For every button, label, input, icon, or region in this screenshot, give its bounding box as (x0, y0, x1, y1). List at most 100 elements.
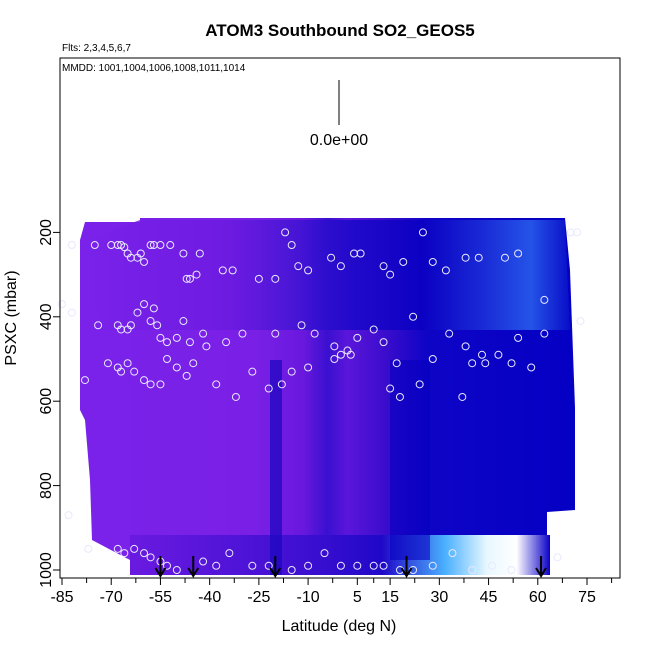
x-tick-label: 30 (430, 589, 448, 606)
sample-point (304, 561, 313, 570)
sample-point (146, 317, 155, 326)
sample-point (156, 380, 165, 389)
x-tick-label: 60 (529, 589, 547, 606)
sample-point (287, 367, 296, 376)
scale-label: 0.0e+00 (310, 132, 368, 149)
heatmap-upper-region (80, 220, 570, 330)
sample-point (113, 544, 122, 553)
x-tick-label: 15 (381, 589, 399, 606)
sample-point (140, 376, 149, 385)
sample-point (399, 257, 408, 266)
sample-point (573, 228, 582, 237)
profile-arrow-head (400, 567, 413, 578)
chart-title: ATOM3 Southbound SO2_GEOS5 (205, 21, 475, 40)
plot-frame (59, 57, 621, 579)
sample-point (277, 380, 286, 389)
x-tick-label: -10 (297, 589, 320, 606)
sample-point (336, 350, 345, 359)
sample-point (297, 321, 306, 330)
sample-point (428, 257, 437, 266)
sample-point (172, 566, 181, 574)
sample-point (182, 274, 191, 283)
x-axis: -85 -70 -55 -40 -25 -10 5 15 30 45 60 75 (50, 578, 613, 606)
sample-point (156, 241, 165, 250)
sample-point (271, 329, 280, 338)
profile-arrow-head (154, 567, 167, 578)
sample-point (576, 317, 585, 326)
sample-point (428, 561, 437, 570)
sample-point (461, 253, 470, 262)
sample-point (507, 566, 516, 574)
sample-point (185, 274, 194, 283)
sample-point (566, 228, 575, 237)
sample-point (310, 329, 319, 338)
sample-point (67, 241, 76, 250)
sample-point (222, 338, 231, 347)
sample-point (369, 561, 378, 570)
sample-point (386, 384, 395, 393)
sample-point (172, 333, 181, 342)
sample-point (330, 342, 339, 351)
sample-point (163, 338, 171, 347)
heatmap-field (80, 218, 575, 575)
sample-point (304, 266, 313, 275)
sample-point (514, 333, 523, 342)
heatmap-deep-band-2 (390, 360, 430, 560)
sample-point (458, 392, 467, 401)
x-tick-label: 45 (480, 589, 498, 606)
sample-point (185, 338, 194, 347)
profile-arrow-head (269, 567, 282, 578)
sample-point (448, 549, 457, 558)
sample-point (379, 338, 388, 347)
sample-point (415, 380, 424, 389)
sample-point (218, 266, 227, 275)
sample-point (146, 241, 155, 250)
sample-point (271, 274, 280, 283)
sample-point (379, 561, 388, 570)
sample-point (287, 241, 296, 250)
heatmap-surface-band (130, 535, 550, 575)
sample-point (392, 359, 401, 368)
sample-point (212, 561, 221, 570)
sample-point (500, 253, 509, 262)
sample-point (540, 329, 549, 338)
sample-point (418, 228, 427, 237)
sample-point (379, 262, 388, 271)
sample-point (228, 266, 237, 275)
sample-point (156, 333, 165, 342)
sample-point (195, 249, 204, 258)
sample-point (202, 342, 211, 351)
sample-point (330, 355, 339, 363)
sample-point (199, 557, 208, 566)
sample-point (527, 363, 536, 372)
sample-point (336, 561, 345, 570)
sample-point (386, 270, 395, 279)
sample-point (346, 350, 355, 359)
sample-point (80, 376, 89, 385)
sample-point (248, 561, 257, 570)
x-tick-label: -70 (100, 589, 123, 606)
sample-point (153, 321, 162, 330)
x-axis-label: Latitude (deg N) (282, 618, 397, 635)
sample-point (130, 367, 139, 376)
sample-point (468, 566, 477, 574)
sample-point (133, 308, 142, 317)
sample-point (120, 549, 129, 558)
heatmap-deep-band-1 (270, 360, 282, 575)
sample-point (514, 249, 523, 258)
sample-point (327, 253, 336, 262)
sample-point (146, 380, 155, 389)
sample-point (320, 549, 329, 558)
sample-point (146, 553, 155, 562)
sample-point (120, 243, 129, 252)
sample-point (163, 561, 171, 570)
sample-point (58, 300, 66, 309)
sample-point (238, 329, 247, 338)
sample-point (356, 249, 365, 258)
sample-point (294, 262, 303, 271)
sample-point (409, 312, 418, 321)
sample-point (172, 363, 181, 372)
sample-point (117, 367, 126, 376)
sample-point (248, 367, 257, 376)
